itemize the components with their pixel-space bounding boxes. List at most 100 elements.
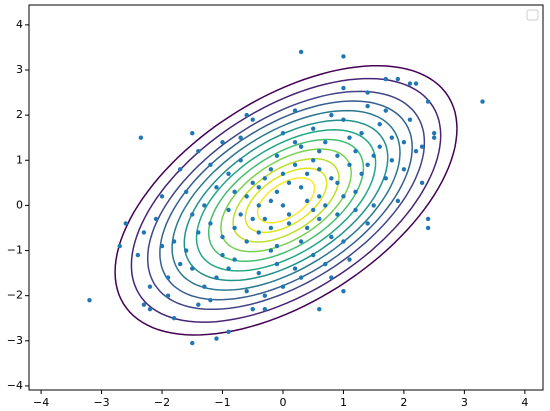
point: [353, 149, 358, 154]
point: [389, 158, 395, 163]
point: [190, 266, 195, 271]
point: [329, 176, 334, 181]
contour: [114, 64, 458, 336]
point: [232, 257, 237, 262]
point: [262, 293, 268, 298]
point: [171, 316, 177, 321]
point: [311, 126, 316, 131]
point: [280, 130, 286, 136]
contour: [183, 119, 389, 282]
contour: [244, 167, 328, 234]
plot-frame: [28, 4, 544, 391]
point: [401, 167, 407, 172]
point: [262, 176, 268, 181]
point: [401, 140, 407, 145]
point: [274, 153, 280, 158]
point: [214, 275, 219, 280]
point: [353, 207, 358, 213]
point: [371, 203, 376, 208]
point: [256, 270, 261, 276]
point: [177, 261, 183, 267]
x-tick-label: 3: [461, 396, 468, 409]
point: [413, 149, 419, 154]
point: [238, 135, 243, 140]
point: [317, 194, 322, 199]
point: [329, 112, 334, 118]
point: [347, 135, 352, 140]
y-tick-label: 3: [16, 63, 23, 76]
point: [196, 302, 201, 307]
point: [220, 234, 225, 240]
point: [383, 76, 388, 82]
point: [377, 144, 382, 149]
point: [341, 288, 346, 294]
point: [232, 225, 237, 231]
y-tick-label: 2: [16, 108, 23, 121]
point: [190, 212, 195, 217]
point: [353, 189, 358, 195]
point: [377, 121, 382, 127]
point: [159, 194, 165, 199]
point: [286, 221, 292, 226]
point: [244, 239, 249, 244]
point: [280, 284, 286, 289]
point: [226, 266, 231, 271]
point: [323, 203, 328, 208]
point: [347, 257, 352, 262]
point: [329, 275, 334, 280]
point: [171, 239, 177, 244]
x-tick-label: 4: [521, 396, 528, 409]
point: [365, 162, 370, 167]
point: [341, 117, 346, 122]
point: [298, 275, 304, 280]
contour: [146, 90, 426, 311]
point: [365, 103, 370, 109]
point: [323, 140, 328, 145]
point: [226, 207, 231, 213]
point: [317, 307, 322, 312]
point: [238, 158, 243, 163]
point: [407, 117, 413, 122]
point: [317, 167, 322, 172]
point: [274, 261, 280, 267]
point: [244, 194, 249, 199]
point: [304, 225, 310, 231]
point: [190, 130, 195, 136]
point: [311, 158, 316, 163]
point: [298, 185, 304, 190]
point: [117, 243, 122, 249]
point: [298, 49, 304, 55]
point: [268, 167, 274, 172]
point: [274, 189, 280, 195]
point: [87, 297, 92, 303]
y-tick-label: −1: [7, 244, 23, 257]
point: [304, 198, 310, 204]
point: [286, 212, 292, 217]
point: [317, 149, 322, 154]
point: [268, 248, 274, 253]
point: [250, 117, 255, 122]
contour: [130, 77, 442, 323]
point: [335, 180, 340, 186]
point: [347, 162, 352, 167]
point: [292, 108, 298, 113]
point: [298, 239, 304, 244]
point: [341, 85, 346, 91]
legend: [526, 9, 539, 21]
point: [431, 130, 437, 136]
contour: [220, 148, 352, 253]
point: [177, 167, 183, 172]
y-tick-label: −2: [7, 289, 23, 302]
point: [292, 266, 298, 271]
x-tick-label: 1: [340, 396, 347, 409]
point: [425, 216, 431, 222]
y-tick-label: −3: [7, 334, 23, 347]
point: [480, 99, 485, 104]
x-tick-label: −2: [154, 396, 170, 409]
point: [141, 230, 147, 235]
point: [329, 234, 334, 240]
point: [232, 189, 237, 195]
point: [220, 140, 225, 145]
point: [359, 171, 364, 177]
